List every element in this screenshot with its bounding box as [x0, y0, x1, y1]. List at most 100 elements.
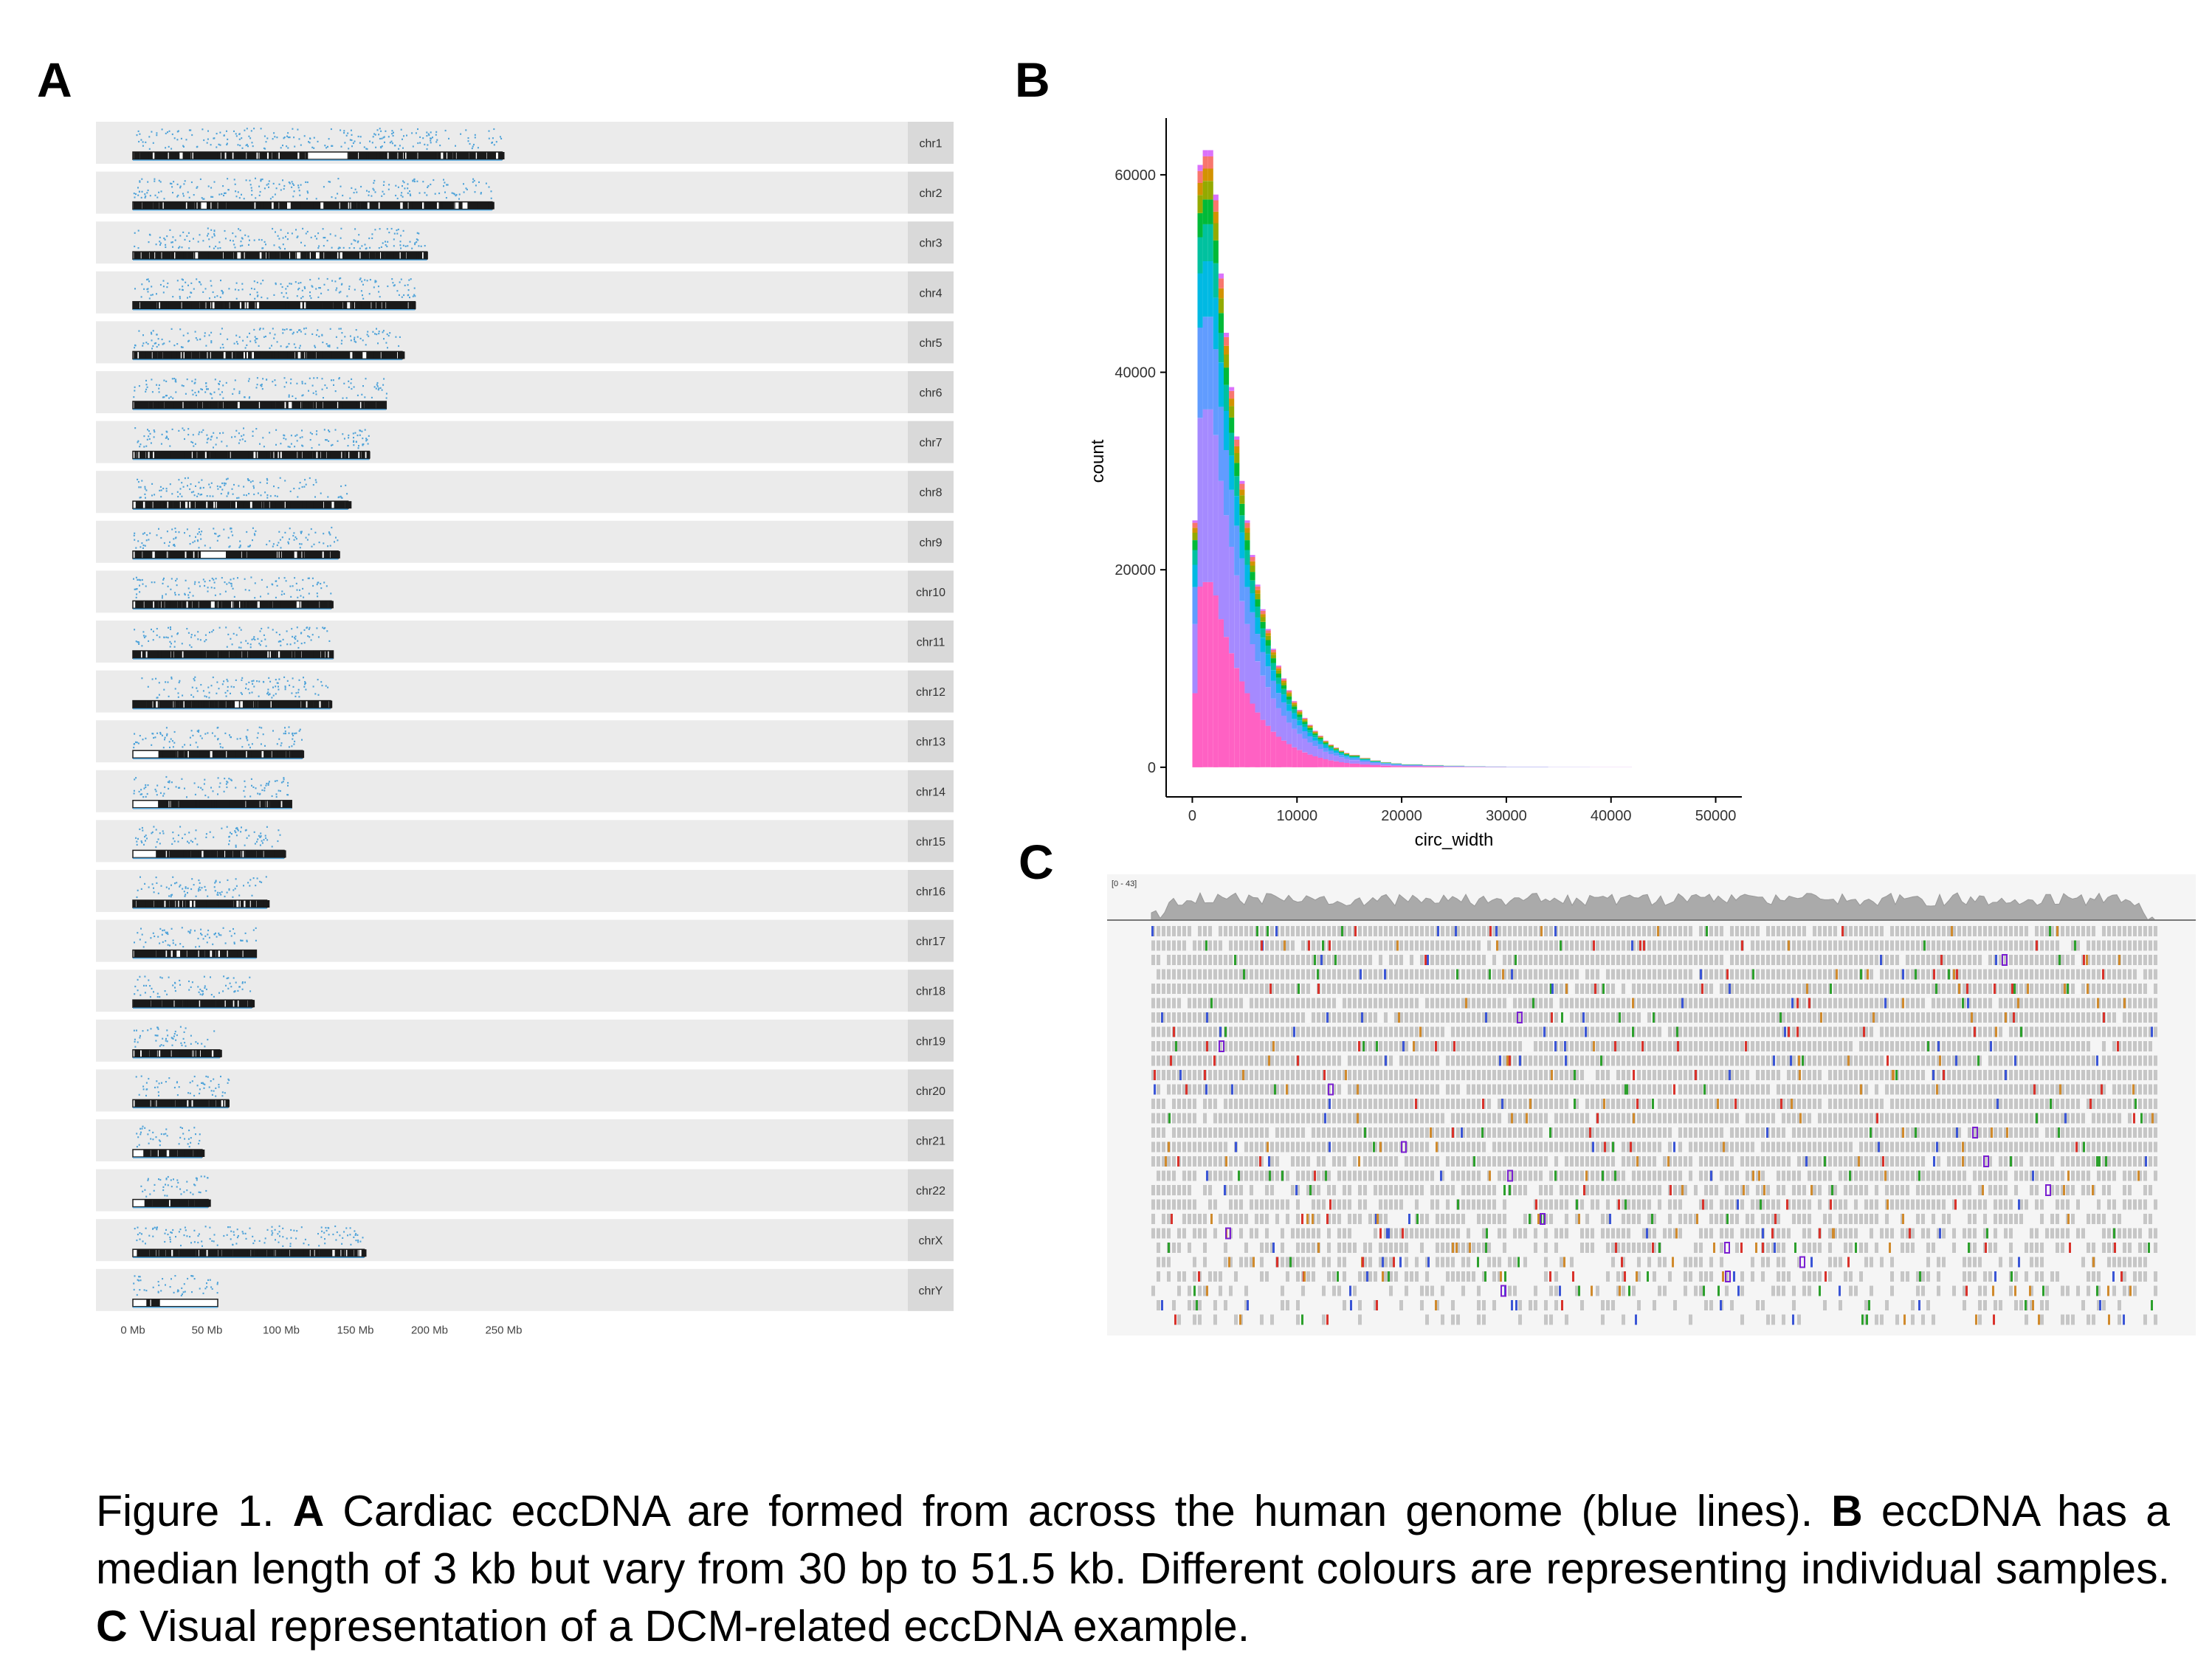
eccdna-mark	[188, 247, 190, 249]
eccdna-mark	[328, 138, 330, 139]
eccdna-mark	[172, 241, 173, 243]
eccdna-mark	[219, 627, 221, 629]
eccdna-mark	[203, 578, 204, 580]
eccdna-mark	[311, 237, 312, 238]
eccdna-mark	[351, 382, 352, 384]
eccdna-mark	[170, 643, 172, 644]
ideogram-band	[383, 252, 385, 259]
eccdna-mark	[167, 531, 168, 532]
ideogram-band	[351, 152, 355, 159]
eccdna-mark	[210, 342, 212, 343]
ideogram-band	[217, 501, 218, 508]
eccdna-mark	[225, 591, 227, 592]
eccdna-mark	[198, 241, 199, 243]
ideogram-band	[225, 401, 226, 409]
ideogram-band	[386, 302, 389, 309]
eccdna-mark	[272, 328, 274, 329]
ideogram-band	[237, 551, 238, 559]
eccdna-mark	[354, 192, 355, 193]
eccdna-mark	[318, 246, 320, 247]
ideogram-band	[180, 252, 184, 259]
ideogram-band	[390, 302, 393, 309]
eccdna-mark	[323, 228, 324, 229]
eccdna-mark	[235, 133, 237, 134]
eccdna-mark	[464, 191, 465, 193]
eccdna-mark	[240, 545, 241, 546]
eccdna-mark	[262, 388, 263, 390]
eccdna-mark	[427, 144, 428, 145]
eccdna-mark	[151, 131, 152, 133]
eccdna-mark	[298, 187, 300, 188]
ideogram-band	[347, 351, 349, 359]
eccdna-mark	[139, 446, 140, 447]
eccdna-mark	[151, 294, 152, 296]
eccdna-mark	[156, 243, 157, 245]
eccdna-mark	[289, 539, 290, 540]
eccdna-mark	[491, 190, 492, 192]
ideogram-band	[333, 452, 334, 459]
eccdna-mark	[143, 288, 145, 290]
eccdna-mark	[316, 198, 317, 199]
eccdna-mark	[196, 146, 198, 148]
ideogram-band	[426, 152, 428, 159]
eccdna-mark	[145, 497, 146, 499]
eccdna-mark	[146, 192, 148, 193]
eccdna-mark	[391, 133, 393, 134]
ideogram-band	[172, 351, 173, 359]
eccdna-mark	[152, 294, 154, 295]
eccdna-mark	[361, 280, 362, 282]
eccdna-mark	[260, 630, 261, 632]
ideogram-band	[259, 501, 261, 508]
eccdna-mark	[170, 626, 171, 628]
eccdna-mark	[142, 334, 144, 336]
ideogram-band	[148, 651, 149, 658]
eccdna-mark	[191, 134, 193, 136]
ideogram-band	[410, 252, 413, 259]
ideogram-band	[329, 351, 332, 359]
eccdna-mark	[227, 686, 229, 688]
eccdna-mark	[262, 378, 263, 379]
ideogram-band	[386, 351, 389, 359]
eccdna-mark	[137, 195, 139, 196]
eccdna-mark	[182, 289, 184, 291]
eccdna-mark	[225, 193, 227, 194]
eccdna-mark	[303, 328, 305, 329]
eccdna-mark	[214, 581, 216, 583]
eccdna-mark	[201, 128, 203, 130]
eccdna-mark	[209, 692, 210, 694]
eccdna-mark	[194, 392, 196, 393]
ideogram-band	[356, 202, 357, 210]
eccdna-mark	[171, 578, 173, 579]
eccdna-mark	[161, 190, 162, 192]
eccdna-mark	[218, 535, 220, 536]
eccdna-mark	[358, 136, 359, 137]
eccdna-mark	[189, 241, 190, 242]
eccdna-mark	[252, 539, 253, 541]
eccdna-mark	[165, 681, 166, 683]
ideogram-band	[287, 501, 289, 508]
eccdna-mark	[286, 381, 287, 383]
eccdna-mark	[380, 387, 382, 389]
ideogram-band	[193, 152, 194, 159]
ideogram-band	[411, 152, 413, 159]
eccdna-mark	[309, 295, 311, 297]
eccdna-mark	[300, 437, 301, 438]
eccdna-mark	[187, 341, 189, 342]
eccdna-mark	[379, 247, 380, 249]
eccdna-mark	[145, 342, 147, 343]
ideogram-band	[227, 202, 228, 210]
ideogram-band	[207, 452, 209, 459]
eccdna-mark	[283, 296, 285, 297]
eccdna-mark	[209, 632, 210, 633]
eccdna-mark	[311, 297, 312, 299]
eccdna-mark	[297, 590, 298, 591]
ideogram-band	[328, 302, 331, 309]
ideogram-band	[179, 302, 182, 309]
eccdna-mark	[167, 283, 168, 284]
chromosome-row-chr2: chr2	[96, 172, 954, 214]
eccdna-mark	[145, 446, 147, 447]
eccdna-mark	[233, 633, 235, 635]
eccdna-mark	[193, 434, 194, 435]
eccdna-mark	[211, 685, 213, 686]
eccdna-mark	[231, 686, 232, 688]
